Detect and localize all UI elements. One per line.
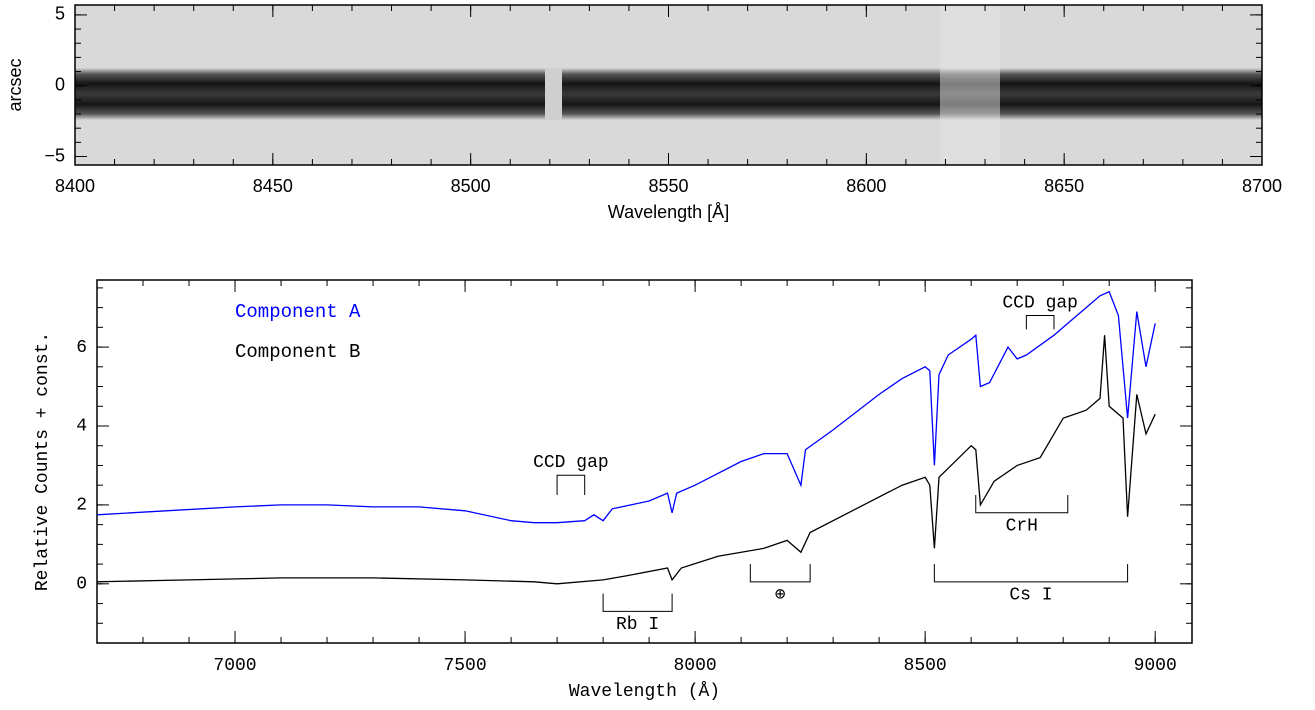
y-tick-label: 2 <box>76 496 87 516</box>
legend-entry: Component A <box>235 301 361 323</box>
y-tick-label: 0 <box>76 575 87 595</box>
x-tick-label: 7500 <box>443 656 486 676</box>
y-tick-label: 0 <box>55 74 65 94</box>
x-tick-label: 8500 <box>451 176 491 196</box>
x-tick-label: 8600 <box>846 176 886 196</box>
x-tick-label: 8700 <box>1242 176 1282 196</box>
annotation-bracket <box>1025 315 1055 330</box>
annotation-label: Rb I <box>616 615 659 635</box>
y-tick-label: 4 <box>76 417 87 437</box>
trace-band <box>75 68 1262 120</box>
x-tick-label: 8500 <box>904 656 947 676</box>
spectrum-image <box>75 5 1262 165</box>
y-tick-label: −5 <box>44 145 65 165</box>
annotation-label: ⊕ <box>775 586 786 606</box>
y-tick-label: 5 <box>55 4 65 24</box>
annotation-label: CrH <box>1006 517 1038 537</box>
x-axis-label: Wavelength (Å) <box>569 681 720 702</box>
x-tick-label: 8650 <box>1044 176 1084 196</box>
x-tick-label: 8400 <box>55 176 95 196</box>
annotation-label: CCD gap <box>1002 293 1078 313</box>
plot-frame <box>74 4 1263 166</box>
x-tick-label: 8550 <box>648 176 688 196</box>
annotation-bracket <box>602 593 673 612</box>
annotation-bracket <box>556 474 586 496</box>
plot-frame <box>96 279 1193 644</box>
x-tick-label: 9000 <box>1134 656 1177 676</box>
x-axis-label: Wavelength [Å] <box>608 202 729 222</box>
annotation-bracket <box>749 564 811 583</box>
legend-entry: Component B <box>235 341 360 363</box>
sky-residual <box>940 5 1000 165</box>
x-tick-label: 7000 <box>213 656 256 676</box>
x-tick-label: 8000 <box>673 656 716 676</box>
annotation-label: CCD gap <box>533 453 609 473</box>
annotation-label: Cs I <box>1009 586 1052 606</box>
y-tick-label: 6 <box>76 338 87 358</box>
annotation-bracket <box>975 495 1069 514</box>
y-axis-label: Relative Counts + const. <box>33 332 53 591</box>
y-axis-label: arcsec <box>5 58 25 111</box>
annotation-bracket <box>933 564 1129 583</box>
x-tick-label: 8450 <box>253 176 293 196</box>
spectrum-line <box>96 335 1156 585</box>
ccd-gap <box>545 68 562 120</box>
spectrum-line <box>96 290 1156 524</box>
